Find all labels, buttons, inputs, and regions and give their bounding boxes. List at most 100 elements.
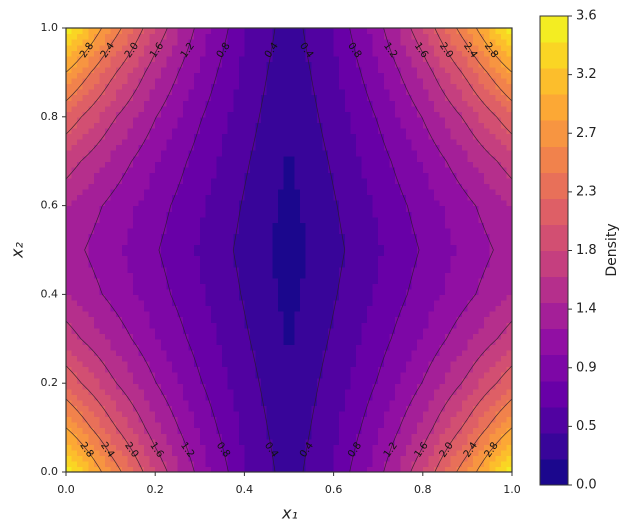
- contour-cell: [149, 405, 156, 412]
- contour-cell: [461, 438, 468, 445]
- contour-cell: [322, 433, 329, 440]
- contour-cell: [88, 299, 95, 307]
- contour-cell: [188, 188, 195, 196]
- contour-cell: [417, 200, 424, 207]
- contour-cell: [372, 344, 379, 351]
- contour-cell: [316, 244, 324, 251]
- contour-cell: [244, 294, 251, 301]
- contour-cell: [367, 183, 374, 190]
- contour-cell: [99, 272, 106, 279]
- contour-cell: [500, 460, 508, 468]
- contour-cell: [244, 460, 251, 468]
- contour-cell: [194, 150, 201, 157]
- contour-cell: [289, 211, 296, 218]
- contour-cell: [227, 255, 234, 262]
- contour-cell: [166, 294, 173, 301]
- contour-cell: [456, 327, 463, 334]
- contour-cell: [116, 283, 123, 290]
- contour-cell: [383, 288, 390, 295]
- contour-cell: [300, 177, 307, 184]
- contour-cell: [144, 388, 151, 395]
- contour-cell: [266, 233, 273, 240]
- contour-cell: [272, 166, 279, 173]
- contour-cell: [77, 211, 84, 218]
- contour-cell: [183, 305, 190, 312]
- contour-cell: [194, 250, 201, 257]
- contour-cell: [210, 144, 218, 151]
- contour-cell: [261, 277, 268, 284]
- contour-cell: [378, 288, 385, 295]
- contour-cell: [149, 433, 156, 440]
- contour-cell: [188, 250, 195, 257]
- contour-cell: [155, 410, 162, 418]
- contour-cell: [205, 388, 212, 395]
- contour-cell: [400, 422, 407, 429]
- contour-cell: [144, 394, 151, 401]
- contour-cell: [227, 127, 234, 135]
- contour-cell: [456, 416, 463, 423]
- contour-cell: [93, 333, 101, 340]
- contour-cell: [344, 444, 351, 451]
- contour-cell: [222, 322, 229, 329]
- contour-cell: [249, 444, 257, 451]
- contour-cell: [188, 322, 195, 329]
- contour-cell: [428, 394, 435, 401]
- contour-cell: [238, 177, 245, 184]
- contour-cell: [127, 438, 134, 445]
- contour-cell: [138, 399, 145, 406]
- contour-cell: [205, 144, 212, 151]
- contour-cell: [344, 283, 351, 290]
- contour-cell: [183, 449, 190, 456]
- contour-cell: [138, 294, 145, 301]
- contour-cell: [506, 460, 513, 468]
- contour-cell: [149, 150, 156, 157]
- contour-cell: [144, 422, 151, 429]
- contour-cell: [367, 139, 374, 146]
- contour-cell: [433, 438, 441, 445]
- contour-cell: [439, 322, 446, 329]
- contour-cell: [339, 305, 346, 312]
- contour-cell: [277, 238, 285, 246]
- contour-cell: [433, 250, 441, 257]
- contour-cell: [495, 305, 502, 312]
- contour-cell: [149, 161, 156, 168]
- contour-cell: [272, 139, 279, 146]
- contour-cell: [233, 283, 240, 290]
- contour-cell: [339, 460, 346, 468]
- contour-cell: [216, 327, 223, 334]
- contour-cell: [199, 238, 206, 246]
- contour-cell: [233, 166, 240, 173]
- contour-cell: [445, 216, 452, 223]
- contour-cell: [88, 255, 95, 262]
- contour-cell: [417, 211, 424, 218]
- contour-cell: [194, 194, 201, 201]
- contour-cell: [378, 349, 385, 357]
- contour-cell: [199, 361, 206, 368]
- contour-cell: [344, 261, 351, 268]
- contour-cell: [361, 305, 368, 312]
- contour-cell: [383, 377, 390, 384]
- contour-cell: [116, 366, 123, 373]
- contour-cell: [105, 227, 112, 234]
- contour-cell: [222, 299, 229, 307]
- contour-cell: [216, 211, 223, 218]
- contour-cell: [389, 283, 396, 290]
- contour-cell: [406, 194, 413, 201]
- contour-cell: [261, 238, 268, 246]
- contour-cell: [305, 305, 312, 312]
- contour-cell: [289, 416, 296, 423]
- contour-cell: [411, 372, 418, 379]
- contour-cell: [456, 194, 463, 201]
- contour-cell: [445, 410, 452, 418]
- contour-cell: [500, 150, 508, 157]
- contour-cell: [210, 405, 218, 412]
- contour-cell: [339, 311, 346, 318]
- contour-cell: [277, 299, 285, 307]
- contour-cell: [233, 133, 240, 140]
- contour-cell: [155, 261, 162, 268]
- contour-cell: [227, 183, 234, 190]
- contour-cell: [411, 327, 418, 334]
- contour-cell: [361, 222, 368, 229]
- contour-cell: [350, 222, 357, 229]
- contour-cell: [445, 194, 452, 201]
